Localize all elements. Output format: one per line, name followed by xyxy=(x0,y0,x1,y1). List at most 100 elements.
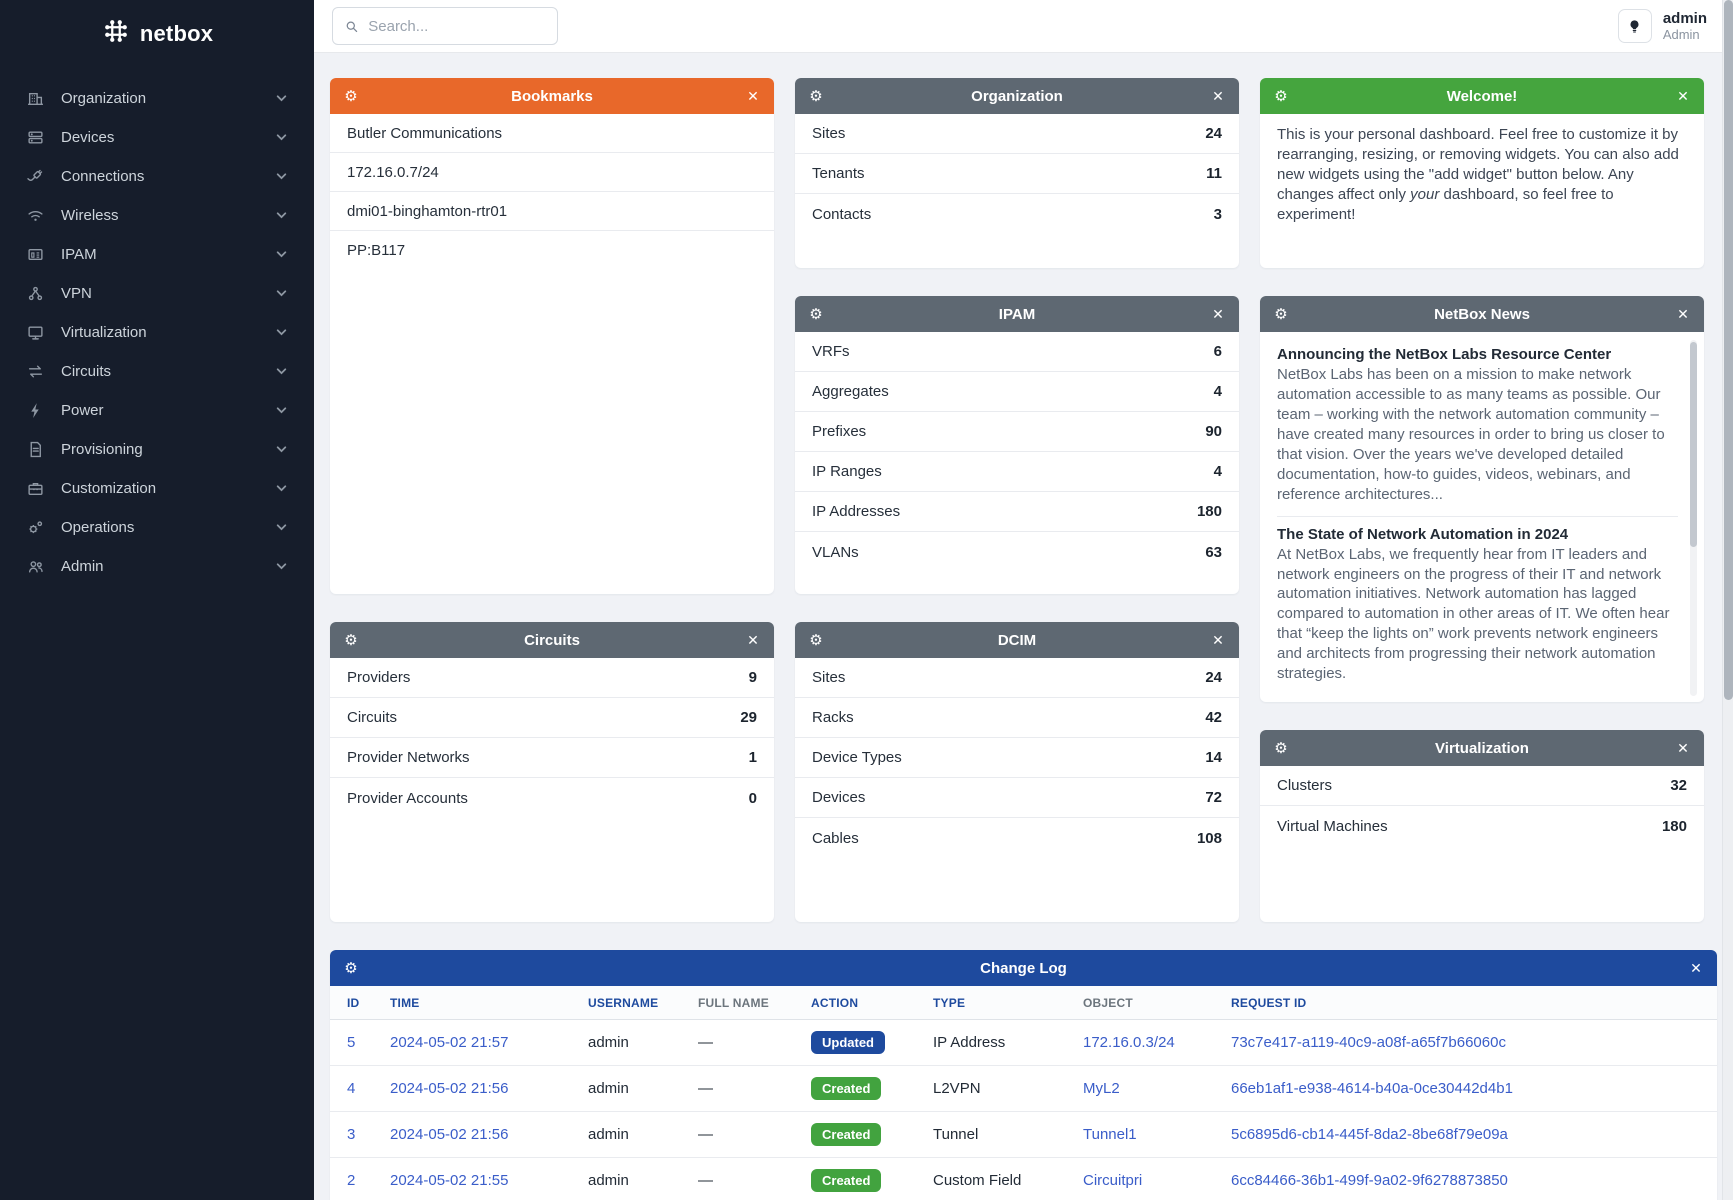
sidebar-item-vpn[interactable]: VPN xyxy=(0,274,314,313)
widget-close-icon[interactable]: ✕ xyxy=(1677,740,1689,756)
global-search[interactable] xyxy=(332,7,558,45)
stat-row[interactable]: VRFs 6 xyxy=(795,332,1239,372)
widget-settings-icon[interactable]: ⚙ xyxy=(809,305,823,323)
change-time-link[interactable]: 2024-05-02 21:55 xyxy=(390,1172,509,1189)
welcome-text-after: dashboard, so feel free to experiment! xyxy=(1277,185,1614,223)
stat-row[interactable]: Circuits 29 xyxy=(330,698,774,738)
stat-row[interactable]: Device Types 14 xyxy=(795,738,1239,778)
stat-row[interactable]: Clusters 32 xyxy=(1260,766,1704,806)
change-request-id-link[interactable]: 73c7e417-a119-40c9-a08f-a65f7b66060c xyxy=(1231,1034,1506,1051)
sidebar-item-virtualization[interactable]: Virtualization xyxy=(0,313,314,352)
sidebar-item-label: IPAM xyxy=(61,246,97,263)
user-menu[interactable]: admin Admin xyxy=(1663,10,1707,42)
widget-close-icon[interactable]: ✕ xyxy=(747,632,759,648)
change-request-id-link[interactable]: 66eb1af1-e938-4614-b40a-0ce30442d4b1 xyxy=(1231,1080,1513,1097)
column-header-type[interactable]: Type xyxy=(923,986,1073,1020)
bookmark-item[interactable]: PP:B117 xyxy=(330,231,774,270)
sidebar-item-provisioning[interactable]: Provisioning xyxy=(0,430,314,469)
stat-row[interactable]: Provider Accounts 0 xyxy=(330,778,774,818)
dashboard-column-2: ⚙ Organization ✕ Sites 24 Tenants 11 Conta… xyxy=(795,78,1239,922)
sidebar-item-customization[interactable]: Customization xyxy=(0,469,314,508)
chevron-down-icon xyxy=(276,249,287,260)
widget-close-icon[interactable]: ✕ xyxy=(1212,88,1224,104)
column-header-username[interactable]: Username xyxy=(578,986,688,1020)
change-id-link[interactable]: 5 xyxy=(347,1034,356,1051)
sidebar-item-admin[interactable]: Admin xyxy=(0,547,314,586)
stat-row[interactable]: Virtual Machines 180 xyxy=(1260,806,1704,846)
stat-row[interactable]: Contacts 3 xyxy=(795,194,1239,234)
stat-label: Aggregates xyxy=(812,383,889,400)
widget-settings-icon[interactable]: ⚙ xyxy=(344,631,358,649)
sidebar-item-operations[interactable]: Operations xyxy=(0,508,314,547)
change-request-id-link[interactable]: 6cc84466-36b1-499f-9a02-9f6278873850 xyxy=(1231,1172,1508,1189)
widget-settings-icon[interactable]: ⚙ xyxy=(344,959,358,977)
widget-settings-icon[interactable]: ⚙ xyxy=(809,87,823,105)
bookmark-item[interactable]: Butler Communications xyxy=(330,114,774,153)
widget-settings-icon[interactable]: ⚙ xyxy=(1274,305,1288,323)
sidebar-item-ipam[interactable]: IPAM xyxy=(0,235,314,274)
monitor-icon xyxy=(27,324,44,341)
stat-row[interactable]: Sites 24 xyxy=(795,114,1239,154)
changelog-row: 2 2024-05-02 21:55 admin — Created Custo… xyxy=(330,1157,1717,1200)
widget-close-icon[interactable]: ✕ xyxy=(1212,306,1224,322)
stat-row[interactable]: Prefixes 90 xyxy=(795,412,1239,452)
change-object-link[interactable]: MyL2 xyxy=(1083,1080,1120,1097)
column-header-action[interactable]: Action xyxy=(801,986,923,1020)
stat-row[interactable]: Providers 9 xyxy=(330,658,774,698)
widget-settings-icon[interactable]: ⚙ xyxy=(1274,87,1288,105)
stat-row[interactable]: IP Ranges 4 xyxy=(795,452,1239,492)
change-object-link[interactable]: Tunnel1 xyxy=(1083,1126,1137,1143)
chevron-down-icon xyxy=(276,561,287,572)
change-id-link[interactable]: 3 xyxy=(347,1126,356,1143)
column-header-time[interactable]: Time xyxy=(380,986,578,1020)
netbox-logo[interactable]: netbox xyxy=(0,0,314,75)
sidebar-item-devices[interactable]: Devices xyxy=(0,118,314,157)
search-input[interactable] xyxy=(368,17,545,35)
page-scrollbar[interactable] xyxy=(1722,0,1733,1200)
stat-row[interactable]: Aggregates 4 xyxy=(795,372,1239,412)
change-request-id-link[interactable]: 5c6895d6-cb14-445f-8da2-8be68f79e09a xyxy=(1231,1126,1508,1143)
widget-settings-icon[interactable]: ⚙ xyxy=(1274,739,1288,757)
widget-close-icon[interactable]: ✕ xyxy=(1677,306,1689,322)
theme-toggle-button[interactable] xyxy=(1617,9,1652,43)
news-article-heading[interactable]: Announcing the NetBox Labs Resource Cent… xyxy=(1277,346,1612,363)
news-scrollbar-thumb[interactable] xyxy=(1690,342,1697,547)
sidebar-item-connections[interactable]: Connections xyxy=(0,157,314,196)
welcome-text-italic: your xyxy=(1410,185,1440,203)
stat-row[interactable]: Sites 24 xyxy=(795,658,1239,698)
stat-row[interactable]: Racks 42 xyxy=(795,698,1239,738)
stat-row[interactable]: Devices 72 xyxy=(795,778,1239,818)
sidebar-item-power[interactable]: Power xyxy=(0,391,314,430)
stat-row[interactable]: VLANs 63 xyxy=(795,532,1239,572)
page-scrollbar-thumb[interactable] xyxy=(1724,0,1733,700)
chevron-down-icon xyxy=(276,405,287,416)
column-header-request-id[interactable]: Request ID xyxy=(1221,986,1717,1020)
widget-close-icon[interactable]: ✕ xyxy=(747,88,759,104)
widget-settings-icon[interactable]: ⚙ xyxy=(344,87,358,105)
bookmark-item[interactable]: dmi01-binghamton-rtr01 xyxy=(330,192,774,231)
widget-close-icon[interactable]: ✕ xyxy=(1690,960,1702,976)
change-id-link[interactable]: 2 xyxy=(347,1172,356,1189)
change-time-link[interactable]: 2024-05-02 21:56 xyxy=(390,1126,509,1143)
bookmark-item[interactable]: 172.16.0.7/24 xyxy=(330,153,774,192)
widget-close-icon[interactable]: ✕ xyxy=(1677,88,1689,104)
widget-close-icon[interactable]: ✕ xyxy=(1212,632,1224,648)
change-time-link[interactable]: 2024-05-02 21:56 xyxy=(390,1080,509,1097)
change-time-link[interactable]: 2024-05-02 21:57 xyxy=(390,1034,509,1051)
sidebar-item-circuits[interactable]: Circuits xyxy=(0,352,314,391)
change-object-link[interactable]: 172.16.0.3/24 xyxy=(1083,1034,1175,1051)
widget-settings-icon[interactable]: ⚙ xyxy=(809,631,823,649)
dashboard-column-3: ⚙ Welcome! ✕ This is your personal dashb… xyxy=(1260,78,1704,922)
news-article-heading[interactable]: The State of Network Automation in 2024 xyxy=(1277,525,1569,543)
column-header-id[interactable]: ID xyxy=(330,986,380,1020)
sidebar-item-organization[interactable]: Organization xyxy=(0,79,314,118)
change-id-link[interactable]: 4 xyxy=(347,1080,356,1097)
stat-row[interactable]: Tenants 11 xyxy=(795,154,1239,194)
change-object-link[interactable]: Circuitpri xyxy=(1083,1172,1143,1189)
news-scrollbar[interactable] xyxy=(1690,340,1697,696)
stat-row[interactable]: Provider Networks 1 xyxy=(330,738,774,778)
sidebar-item-wireless[interactable]: Wireless xyxy=(0,196,314,235)
stat-row[interactable]: IP Addresses 180 xyxy=(795,492,1239,532)
lightbulb-icon xyxy=(1630,19,1639,33)
stat-row[interactable]: Cables 108 xyxy=(795,818,1239,858)
